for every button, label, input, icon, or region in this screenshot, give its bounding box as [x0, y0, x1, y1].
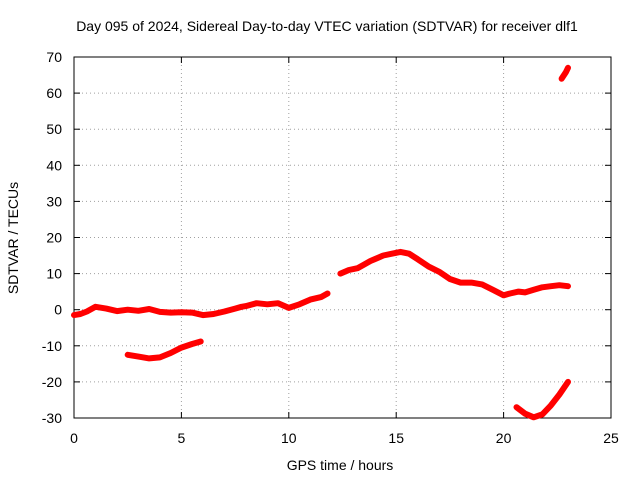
grid	[74, 57, 611, 418]
series-track-5	[558, 64, 571, 82]
y-tick-label: 20	[46, 230, 62, 246]
y-tick-label: -10	[42, 338, 62, 354]
x-tick-label: 5	[178, 430, 186, 446]
y-tick-label: 70	[46, 49, 62, 65]
x-tick-label: 15	[388, 430, 404, 446]
y-axis-title: SDTVAR / TECUs	[5, 182, 21, 294]
chart-title: Day 095 of 2024, Sidereal Day-to-day VTE…	[76, 18, 578, 34]
y-tick-label: 10	[46, 266, 62, 282]
series-track-4	[513, 378, 571, 421]
x-tick-label: 10	[281, 430, 297, 446]
series-track-2	[124, 338, 204, 362]
y-tick-label: 60	[46, 85, 62, 101]
x-tick-label: 20	[496, 430, 512, 446]
y-tick-label: -20	[42, 374, 62, 390]
y-tick-label: 0	[54, 302, 62, 318]
y-tick-label: 50	[46, 121, 62, 137]
ticks	[73, 56, 612, 419]
series-track-1	[71, 290, 331, 319]
series	[71, 64, 571, 421]
y-tick-label: 30	[46, 193, 62, 209]
y-tick-label: 40	[46, 157, 62, 173]
y-tick-label: -30	[42, 410, 62, 426]
series-track-3	[337, 248, 571, 299]
tick-labels: 0 5 10 15 20 25 -30 -20 -10 0 10 20 30 40 50 60 70	[42, 49, 619, 446]
x-tick-label: 0	[70, 430, 78, 446]
x-axis-title: GPS time / hours	[287, 457, 394, 473]
x-tick-label: 25	[603, 430, 619, 446]
